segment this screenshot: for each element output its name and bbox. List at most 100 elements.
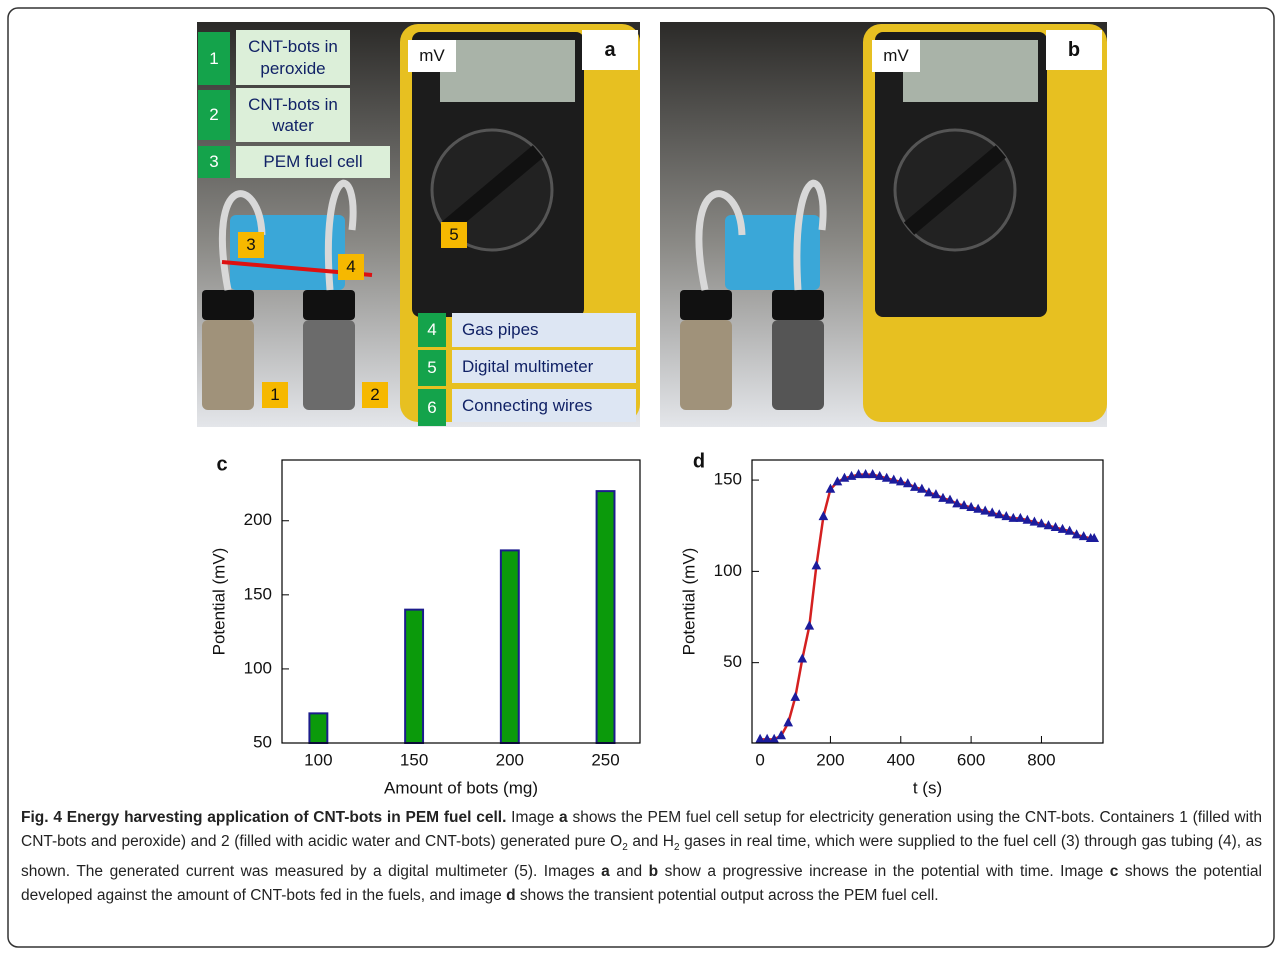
y-tick-label: 50	[723, 652, 742, 671]
legend-number: 1	[198, 32, 230, 85]
marker	[755, 733, 765, 743]
caption-run: show a progressive increase in the poten…	[658, 863, 1110, 881]
x-tick-label: 400	[887, 750, 915, 769]
y-axis-label: Potential (mV)	[679, 548, 698, 656]
marker	[994, 509, 1005, 519]
bar	[499, 549, 520, 744]
marker	[1064, 525, 1075, 535]
marker	[973, 503, 983, 513]
legend-label: CNT-bots in peroxide	[236, 30, 350, 85]
x-tick-label: 100	[304, 750, 332, 769]
legend-label: CNT-bots in water	[236, 88, 350, 142]
caption-run: b	[648, 863, 659, 881]
marker	[945, 494, 955, 504]
y-tick-label: 200	[244, 510, 272, 529]
y-tick-label: 150	[714, 470, 742, 489]
marker	[860, 469, 871, 479]
caption-run: a	[601, 863, 610, 881]
marker	[959, 500, 969, 510]
legend-label: Gas pipes	[452, 313, 636, 347]
panel-label: b	[1046, 30, 1102, 70]
panel-label: d	[693, 450, 705, 472]
caption-run: Image	[506, 809, 560, 826]
marker	[917, 483, 927, 493]
caption-run: c	[1109, 863, 1119, 881]
plot-frame	[751, 459, 1104, 744]
x-tick-label: 0	[755, 750, 764, 769]
caption-run: shows the transient potential output acr…	[515, 887, 939, 905]
marker	[818, 511, 829, 521]
marker	[966, 501, 976, 511]
marker-label: 3	[238, 232, 264, 258]
line	[760, 473, 1095, 741]
caption-run: Fig. 4 Energy harvesting application of …	[21, 809, 507, 826]
meter-unit: mV	[408, 40, 456, 72]
photo-b	[660, 22, 1107, 427]
marker	[804, 620, 815, 630]
marker	[853, 469, 864, 479]
legend-label: Digital multimeter	[452, 350, 636, 383]
legend-number: 5	[418, 350, 446, 386]
legend-label: PEM fuel cell	[236, 146, 390, 178]
marker	[762, 733, 772, 743]
marker	[832, 476, 843, 486]
x-tick-label: 600	[957, 750, 985, 769]
caption-run: a	[559, 809, 568, 826]
caption-run: 2	[673, 842, 680, 854]
marker	[910, 481, 920, 491]
marker	[902, 478, 913, 488]
legend-number: 6	[418, 389, 446, 426]
caption-run: shows the potential developed against th…	[21, 863, 1262, 905]
y-tick-label: 100	[244, 658, 272, 677]
marker	[1015, 512, 1026, 522]
caption: Fig. 4 Energy harvesting application of …	[21, 806, 1262, 908]
marker	[888, 474, 899, 484]
marker	[846, 470, 857, 480]
marker	[1050, 521, 1061, 532]
marker	[1078, 531, 1089, 541]
marker-label: 2	[362, 382, 388, 408]
bar	[404, 608, 425, 745]
y-tick-label: 100	[714, 561, 742, 580]
caption-run: 2	[622, 842, 628, 854]
marker	[790, 691, 801, 701]
legend-number: 2	[198, 90, 230, 140]
marker	[1008, 512, 1019, 522]
marker	[1001, 511, 1012, 521]
caption-run: d	[506, 887, 516, 905]
bar	[308, 712, 329, 745]
marker	[776, 730, 787, 740]
legend-label: Connecting wires	[452, 389, 636, 422]
marker	[931, 489, 941, 499]
marker-label: 4	[338, 254, 364, 280]
marker-label: 5	[441, 222, 467, 248]
y-axis-label: Potential (mV)	[209, 548, 228, 656]
y-tick-label: 150	[244, 584, 272, 603]
x-tick-label: 800	[1027, 750, 1055, 769]
caption-run: shows the PEM fuel cell setup for electr…	[21, 809, 1262, 850]
marker	[938, 492, 948, 502]
marker	[1089, 532, 1100, 543]
marker	[1057, 523, 1068, 533]
caption-run: and	[609, 863, 649, 881]
marker	[769, 733, 779, 743]
x-tick-label: 200	[496, 750, 524, 769]
legend-number: 3	[198, 146, 230, 178]
bar	[595, 490, 616, 744]
marker	[1036, 518, 1047, 528]
marker	[839, 472, 850, 482]
x-axis-label: Amount of bots (mg)	[384, 778, 538, 797]
plot-frame	[281, 459, 641, 744]
figure-border	[7, 7, 1275, 948]
marker	[825, 483, 836, 493]
panel-label: c	[216, 453, 227, 475]
caption-run: and H	[627, 833, 674, 850]
marker	[874, 470, 885, 480]
panel-label: a	[582, 30, 638, 70]
marker-label: 1	[262, 382, 288, 408]
marker	[797, 653, 808, 663]
marker	[881, 472, 892, 482]
marker	[783, 717, 794, 727]
marker	[867, 469, 878, 479]
